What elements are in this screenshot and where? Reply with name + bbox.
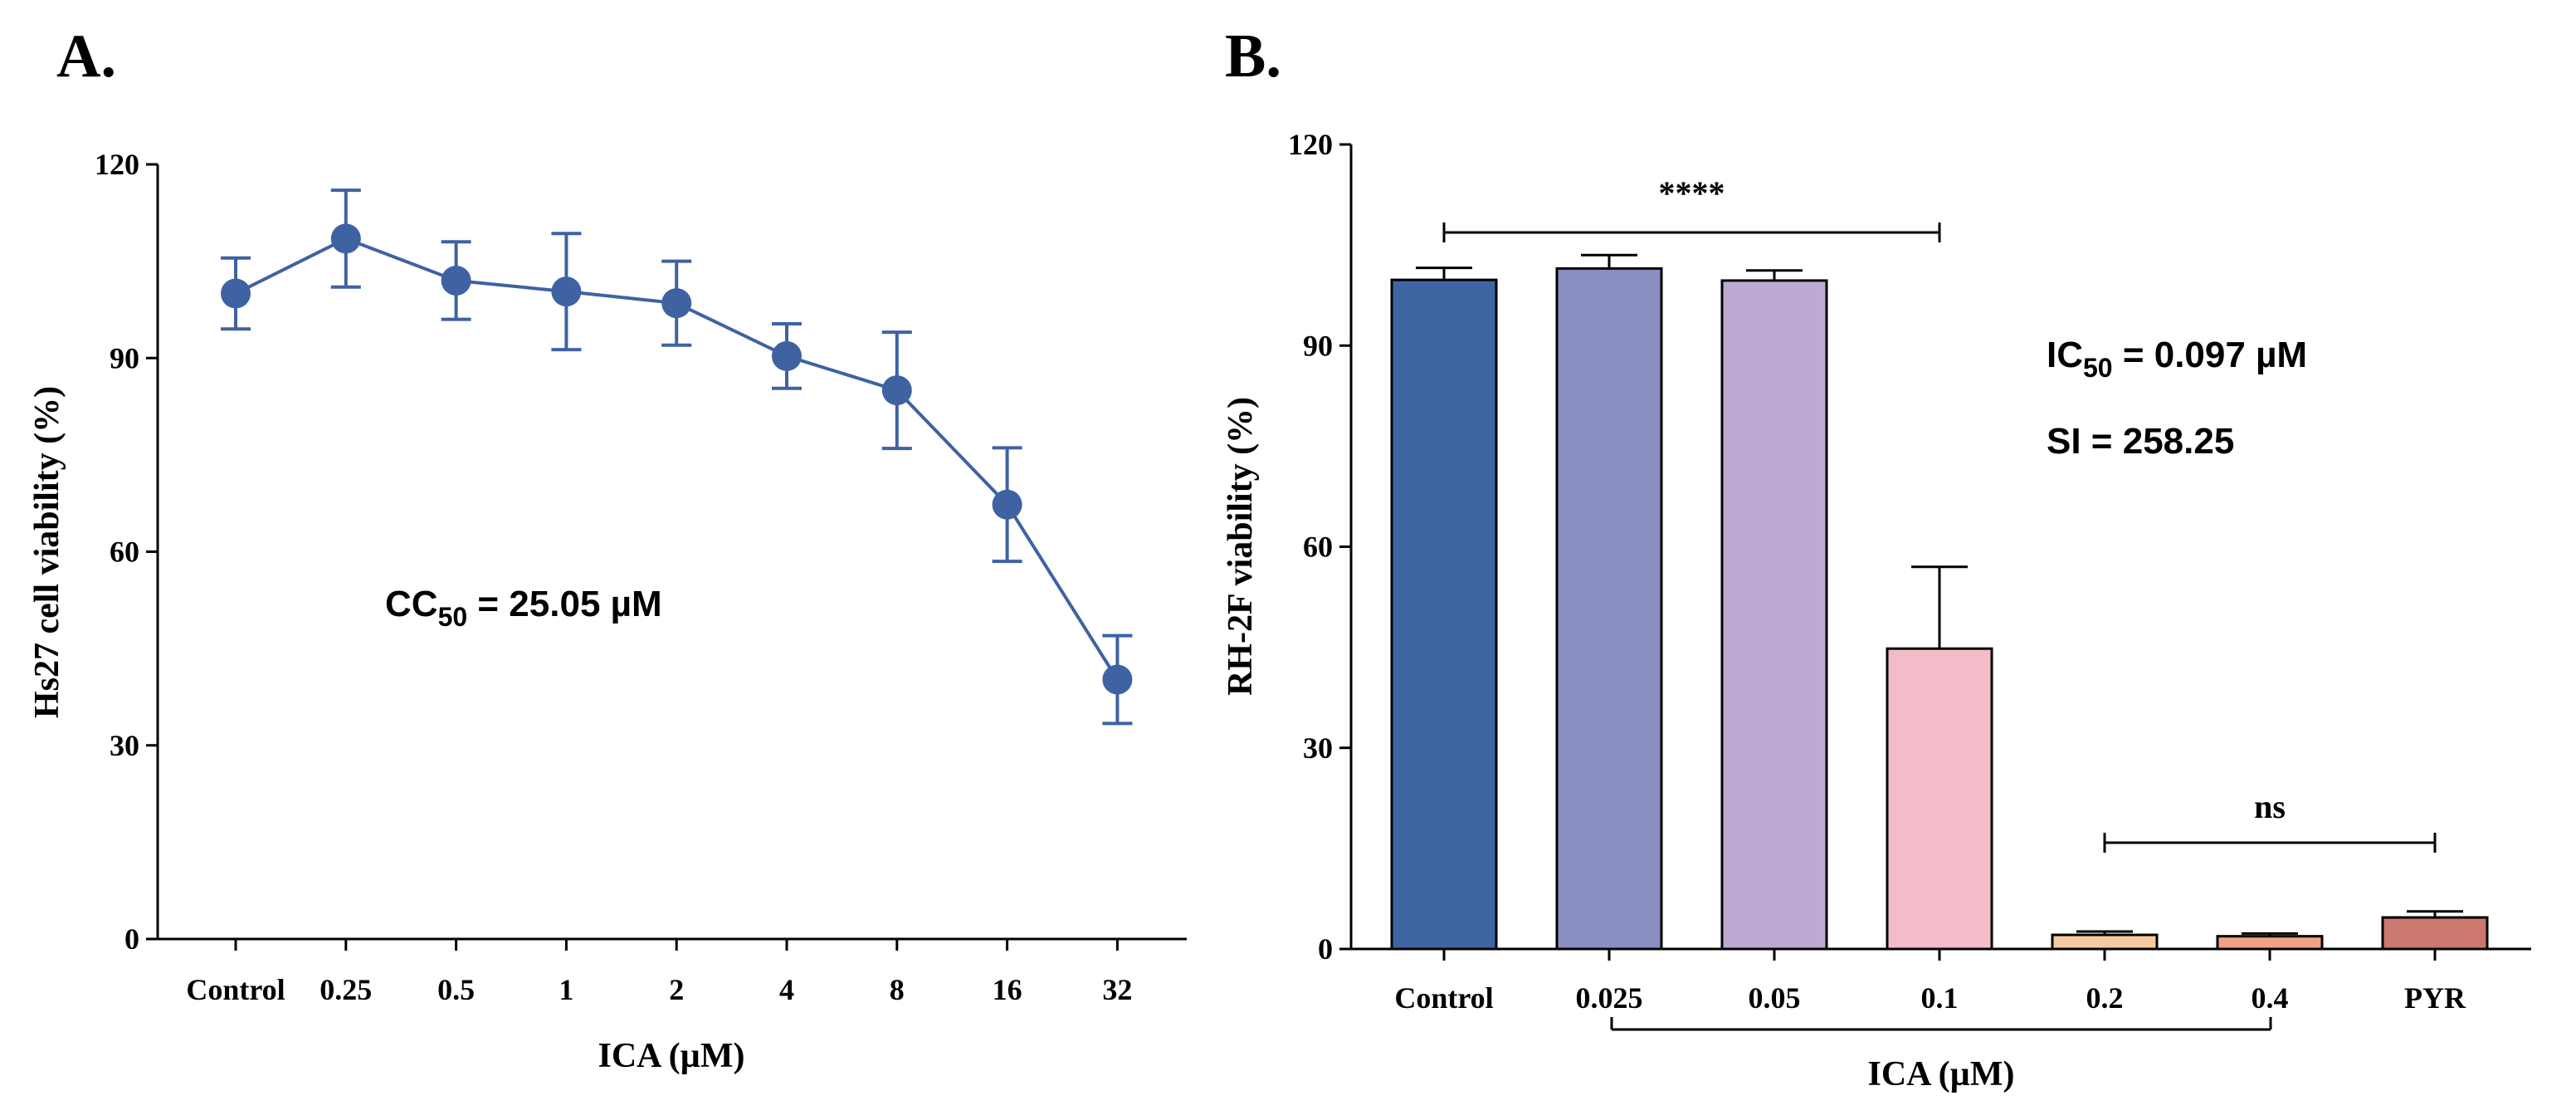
significance-label: **** — [1659, 174, 1725, 212]
panel-b-bar — [1720, 279, 1828, 951]
panel-a-data-point — [551, 276, 582, 307]
panel-b-bar — [2051, 933, 2159, 951]
panel-a-label: A. — [56, 22, 116, 90]
panel-a-data-point — [221, 278, 251, 309]
cc50-subscript: 50 — [438, 602, 468, 632]
panel-a-data-point — [772, 340, 802, 371]
panel-a-x-tick-label: Control — [186, 973, 285, 1006]
panel-a-data-point — [881, 375, 912, 406]
panel-b-y-tick-label: 120 — [1288, 128, 1333, 161]
panel-a-x-tick-label: 4 — [779, 973, 794, 1006]
panel-b-bar — [1390, 278, 1498, 951]
panel-a-cc50-annotation: CC50 = 25.05 µM — [385, 584, 662, 632]
panel-a-data-point — [441, 265, 471, 296]
panel-b-y-tick-label: 90 — [1303, 329, 1333, 362]
panel-a-x-tick-label: 16 — [993, 973, 1022, 1006]
ic50-value: = 0.097 µM — [2113, 335, 2307, 375]
panel-a-y-tick-label: 30 — [110, 729, 139, 762]
panel-b-x-tick-label: 0.1 — [1921, 981, 1959, 1015]
cc50-value: = 25.05 µM — [467, 584, 661, 624]
panel-a-x-tick-label: 2 — [669, 973, 684, 1006]
panel-b-x-tick-label: PYR — [2404, 981, 2466, 1015]
panel-b-ic50-annotation: IC50 = 0.097 µM — [2047, 335, 2307, 383]
panel-b-y-axis-title: RH-2F viability (%) — [1222, 397, 1260, 696]
panel-a-x-axis-title: ICA (µM) — [598, 1037, 744, 1075]
significance-label: ns — [2254, 788, 2286, 825]
panel-b-x-tick-label: 0.05 — [1749, 981, 1801, 1015]
panel-b-x-axis-title: ICA (µM) — [1867, 1055, 2014, 1093]
panel-a-x-tick-label: 32 — [1102, 973, 1132, 1006]
panel-a-data-point — [1102, 664, 1133, 695]
panel-a-x-tick-label: 1 — [559, 973, 573, 1006]
panel-b-bar — [2216, 935, 2324, 951]
panel-b-x-tick-label: Control — [1394, 981, 1493, 1015]
panel-b-y-tick-label: 60 — [1303, 531, 1333, 564]
panel-a-x-tick-label: 0.25 — [320, 973, 372, 1006]
panel-a-line-chart: 0 30 60 90 120 Control 0.25 0.5 1 2 4 8 16 32 Hs27 c… — [28, 148, 1187, 1075]
panel-a-y-tick-label: 120 — [95, 148, 139, 181]
panel-b-bar — [2381, 916, 2489, 951]
panel-b-y-tick-label: 30 — [1303, 731, 1333, 765]
panel-b-si-annotation: SI = 258.25 — [2047, 421, 2234, 462]
panel-a-y-axis-title: Hs27 cell viability (%) — [28, 386, 66, 718]
cc50-prefix: CC — [385, 584, 438, 624]
panel-b-label: B. — [1225, 22, 1281, 90]
panel-b-bar — [1555, 267, 1663, 951]
panel-b-x-tick-label: 0.025 — [1576, 981, 1643, 1015]
panel-a-y-tick-label: 90 — [110, 341, 139, 374]
ic50-prefix: IC — [2047, 335, 2083, 375]
panel-b-x-tick-label: 0.4 — [2252, 981, 2289, 1015]
panel-b-x-tick-label: 0.2 — [2086, 981, 2124, 1015]
panel-a-data-point — [992, 489, 1022, 520]
panel-a-data-point — [330, 223, 361, 254]
panel-a-x-tick-label: 8 — [890, 973, 905, 1006]
panel-b-y-tick-label: 0 — [1318, 932, 1333, 966]
panel-a-y-tick-label: 60 — [110, 536, 139, 569]
panel-a-x-tick-label: 0.5 — [437, 973, 475, 1006]
ic50-subscript: 50 — [2083, 353, 2113, 383]
panel-a-data-point — [661, 288, 692, 319]
panel-b-bar — [1886, 647, 1993, 951]
panel-a-y-tick-label: 0 — [124, 922, 139, 956]
